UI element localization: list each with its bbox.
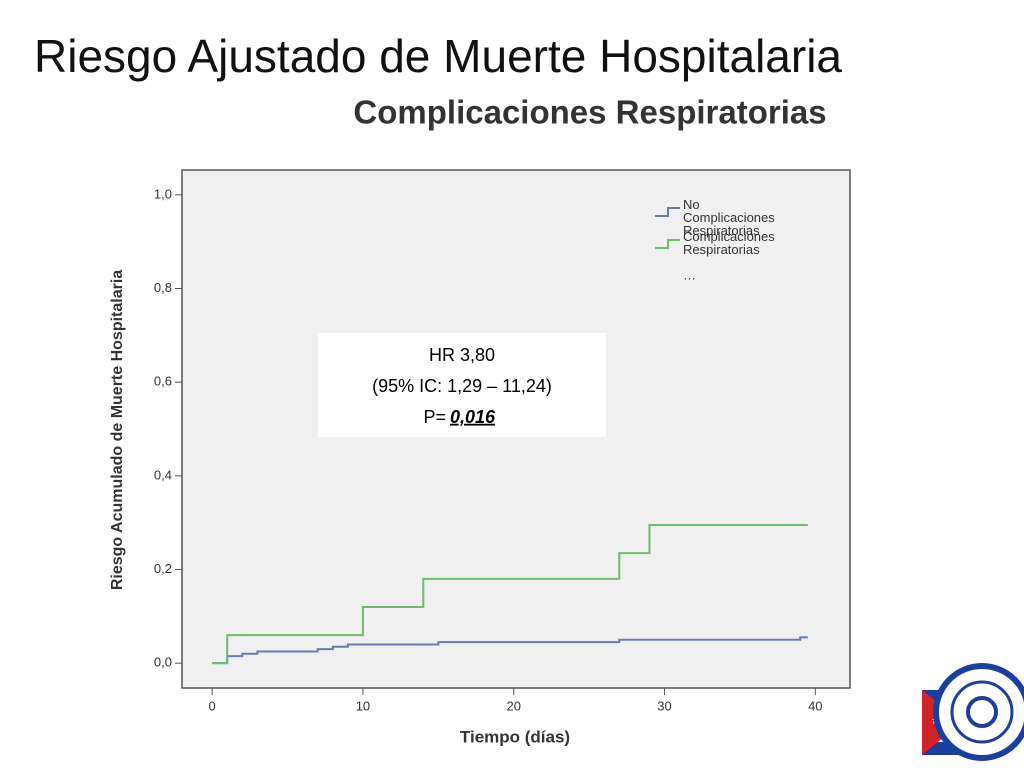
y-tick-label: 0,4 <box>154 467 172 482</box>
x-tick-label: 30 <box>657 698 671 713</box>
step-line <box>212 636 808 665</box>
y-tick-label: 0,0 <box>154 655 172 670</box>
y-axis-label: Riesgo Acumulado de Muerte Hospitalaria <box>109 270 126 590</box>
x-tick-label: 20 <box>507 698 521 713</box>
x-tick-label: 40 <box>808 698 822 713</box>
legend-label: No Complicaciones Respiratorias <box>683 197 778 238</box>
y-tick-label: 1,0 <box>154 186 172 201</box>
y-tick-label: 0,8 <box>154 280 172 295</box>
logo <box>922 663 1024 761</box>
annotation-box <box>318 333 606 437</box>
annotation-line: (95% IC: 1,29 – 11,24) <box>372 376 552 396</box>
legend-extra: … <box>683 267 696 282</box>
x-tick-label: 10 <box>356 698 370 713</box>
p-value: 0,016 <box>450 407 496 427</box>
y-tick-label: 0,6 <box>154 374 172 389</box>
chart-title: Complicaciones Respiratorias <box>353 94 826 131</box>
legend-label: Complicaciones Respiratorias <box>683 229 778 257</box>
legend-swatch <box>655 239 680 249</box>
x-axis-label: Tiempo (días) <box>460 727 570 746</box>
slide-title: Riesgo Ajustado de Muerte Hospitalaria <box>34 30 842 82</box>
y-tick-label: 0,2 <box>154 561 172 576</box>
x-tick-label: 0 <box>209 698 216 713</box>
legend-swatch <box>655 207 680 217</box>
step-line <box>212 524 808 665</box>
annotation-line: HR 3,80 <box>429 345 495 365</box>
p-label: P= <box>423 407 446 427</box>
